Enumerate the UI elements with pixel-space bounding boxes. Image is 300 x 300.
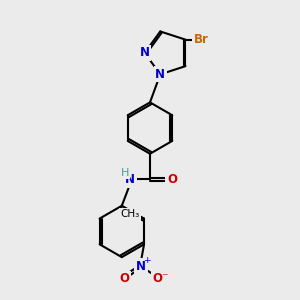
Text: Br: Br <box>194 33 208 46</box>
Text: N: N <box>125 173 135 186</box>
Text: N: N <box>140 46 150 59</box>
Text: O: O <box>167 173 177 186</box>
Text: N: N <box>136 260 146 273</box>
Text: N: N <box>155 68 165 81</box>
Text: O: O <box>152 272 163 285</box>
Text: ⁻: ⁻ <box>161 272 168 285</box>
Text: H: H <box>121 168 129 178</box>
Text: O: O <box>119 272 129 285</box>
Text: CH₃: CH₃ <box>121 209 140 219</box>
Text: +: + <box>143 256 150 266</box>
